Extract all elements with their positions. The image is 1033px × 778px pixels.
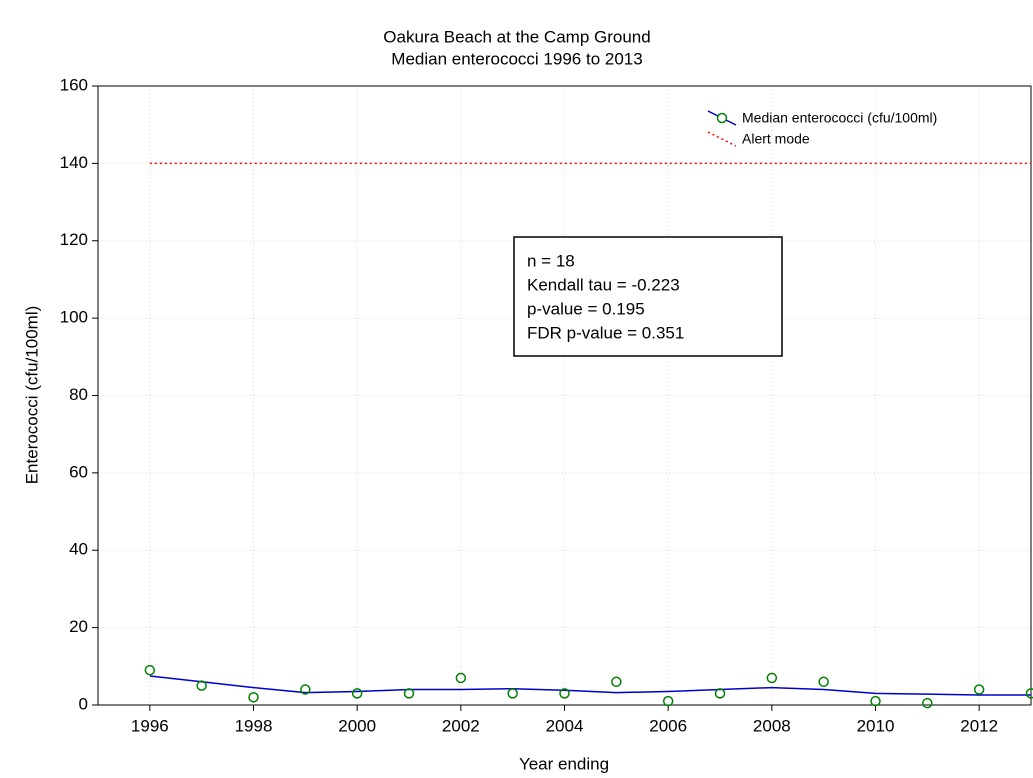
y-tick-label: 120 <box>60 230 88 249</box>
data-point <box>455 672 467 684</box>
x-tick-label: 2010 <box>857 716 895 735</box>
data-point <box>248 692 259 703</box>
x-tick-label: 2002 <box>442 716 480 735</box>
data-point <box>611 676 622 688</box>
data-point <box>766 672 778 684</box>
legend-label: Alert mode <box>742 131 810 147</box>
data-point <box>403 688 415 699</box>
x-tick-label: 1998 <box>235 716 273 735</box>
data-point <box>144 664 156 676</box>
x-tick-label: 2008 <box>753 716 791 735</box>
x-tick-label: 2006 <box>649 716 687 735</box>
annotation-text: Kendall tau = -0.223 <box>527 275 680 294</box>
data-point <box>507 688 518 699</box>
y-tick-label: 60 <box>69 462 88 481</box>
data-point <box>818 676 829 688</box>
data-point <box>559 688 570 699</box>
data-point <box>714 688 726 699</box>
data-point <box>922 697 933 709</box>
annotation-text: n = 18 <box>527 251 575 270</box>
data-point <box>870 695 881 707</box>
x-axis-label: Year ending <box>519 754 609 773</box>
data-point <box>196 680 207 691</box>
trend-line <box>149 675 1031 696</box>
y-tick-label: 140 <box>60 153 88 172</box>
y-tick-label: 100 <box>60 308 88 327</box>
data-point <box>1025 688 1033 699</box>
x-tick-label: 2004 <box>546 716 584 735</box>
y-tick-label: 40 <box>69 540 88 559</box>
y-tick-label: 80 <box>69 385 88 404</box>
legend-label: Median enterococci (cfu/100ml) <box>742 110 937 126</box>
chart-subtitle: Median enterococci 1996 to 2013 <box>391 49 642 68</box>
y-axis-label: Enterococci (cfu/100ml) <box>22 306 41 485</box>
x-tick-label: 2000 <box>338 716 376 735</box>
x-tick-label: 2012 <box>960 716 998 735</box>
y-tick-label: 160 <box>60 75 88 94</box>
data-point <box>351 688 363 699</box>
annotation-box <box>513 236 783 357</box>
chart-title: Oakura Beach at the Camp Ground <box>383 27 650 46</box>
legend-line <box>707 131 737 147</box>
y-tick-label: 0 <box>79 694 88 713</box>
annotation-text: p-value = 0.195 <box>527 299 645 318</box>
x-tick-label: 1996 <box>131 716 169 735</box>
legend: Median enterococci (cfu/100ml) Alert mode <box>707 110 937 147</box>
plot-frame <box>97 85 1032 706</box>
data-point <box>662 695 674 707</box>
y-tick-label: 20 <box>69 617 88 636</box>
legend-marker <box>716 112 728 124</box>
data-point <box>300 684 311 695</box>
data-point <box>973 684 985 695</box>
annotation-text: FDR p-value = 0.351 <box>527 323 684 342</box>
